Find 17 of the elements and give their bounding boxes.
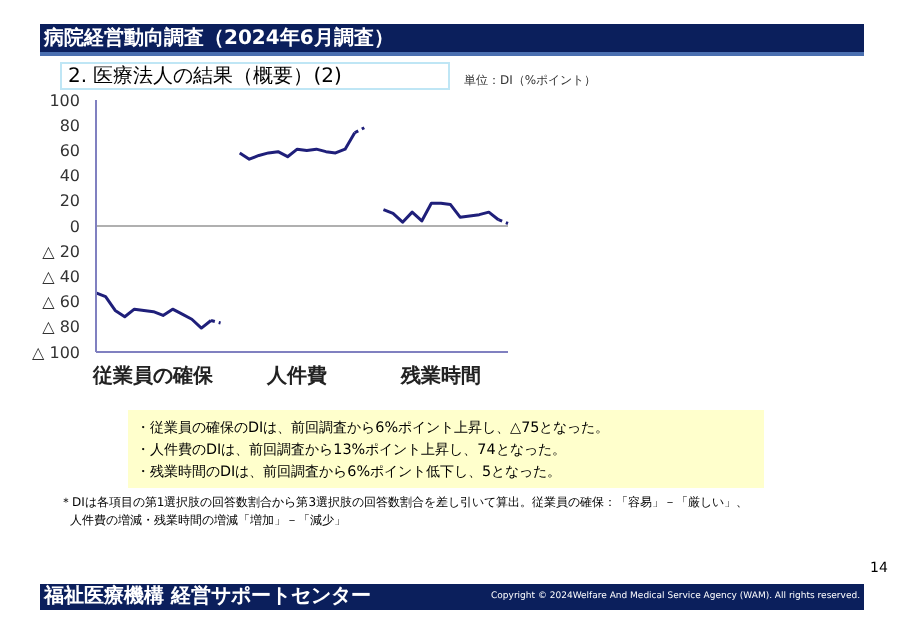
y-tick-label: △ 60 [42,293,80,312]
x-tick-label: 従業員の確保 [91,364,216,389]
y-tick-label: △ 80 [42,318,80,337]
y-tick-label: △ 100 [32,343,80,362]
chart-title: 病院経営動向調査（2024年6月調査） [40,24,864,56]
y-tick-label: 100 [49,91,80,110]
x-tick-label: 残業時間 [398,364,481,389]
y-tick-label: 20 [59,192,80,211]
text: 福祉医療機構 経営サポートセンター [44,584,371,610]
y-tick-label: 0 [69,217,80,236]
y-tick-label: 40 [59,167,80,186]
y-tick-label: △ 40 [42,268,80,287]
y-tick-label: 60 [59,142,80,161]
x-tick-label: 人件費 [265,364,328,389]
y-tick-label: △ 20 [42,242,80,261]
y-tick-label: 80 [59,116,80,135]
chart-subtitle: 2. 医療法人の結果（概要）(2) [60,62,450,90]
